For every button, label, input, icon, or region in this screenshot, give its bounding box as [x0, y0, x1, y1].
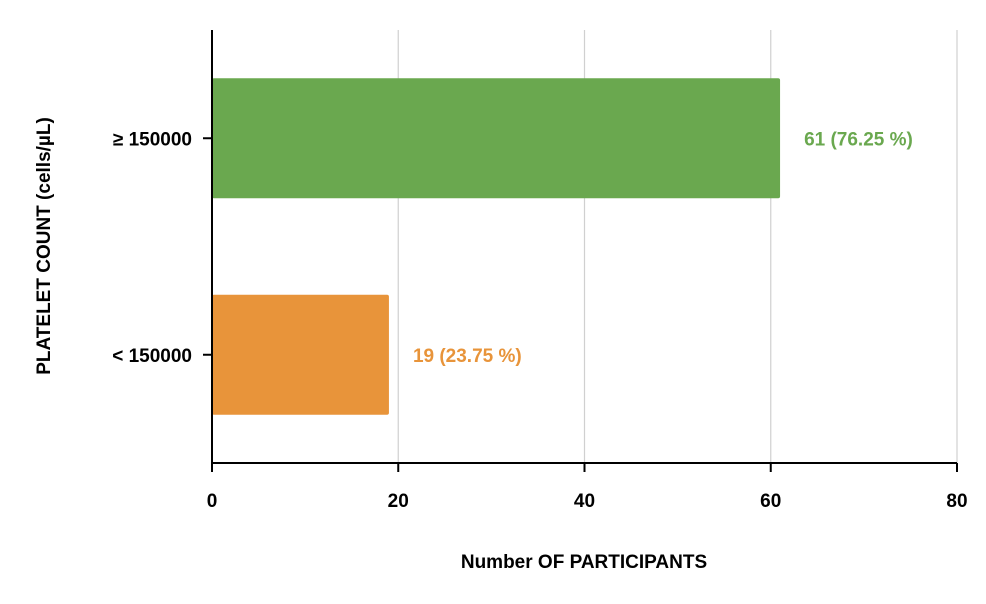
y-axis-title: PLATELET COUNT (cells/µL) [34, 117, 55, 375]
x-tick-label: 40 [574, 491, 595, 512]
bar [212, 294, 389, 415]
bars [212, 78, 781, 415]
y-ticks: ≥ 150000 < 150000 [112, 129, 212, 367]
data-labels: 61 (76.25 %) 19 (23.75 %) [413, 129, 913, 367]
x-tick-label: 80 [946, 491, 967, 512]
x-tick-label: 20 [388, 491, 409, 512]
y-tick-label: < 150000 [112, 346, 192, 367]
bar [212, 78, 781, 199]
x-axis-title: Number OF PARTICIPANTS [461, 552, 707, 573]
x-tick-label: 60 [760, 491, 781, 512]
data-label: 19 (23.75 %) [413, 346, 522, 367]
data-label: 61 (76.25 %) [804, 129, 913, 150]
y-tick-label: ≥ 150000 [113, 129, 192, 150]
x-ticks: 0 20 40 60 80 [207, 463, 968, 512]
x-tick-label: 0 [207, 491, 218, 512]
